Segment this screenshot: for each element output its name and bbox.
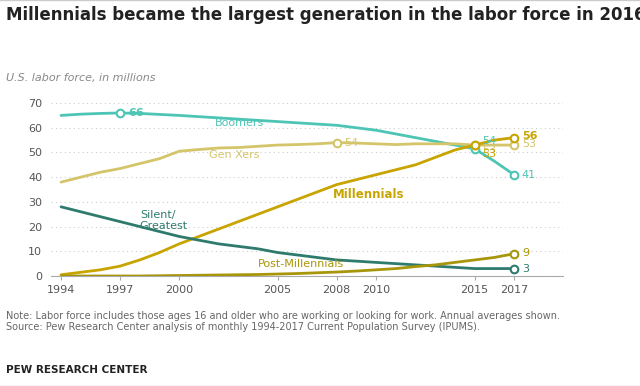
Text: 66: 66 <box>128 108 144 118</box>
Text: 9: 9 <box>522 248 529 258</box>
Text: 53: 53 <box>483 145 497 155</box>
Text: 54: 54 <box>344 137 359 147</box>
Text: 54: 54 <box>483 136 497 146</box>
Text: 56: 56 <box>522 131 538 141</box>
Text: Millennials became the largest generation in the labor force in 2016: Millennials became the largest generatio… <box>6 6 640 24</box>
Text: 3: 3 <box>522 264 529 274</box>
Text: 41: 41 <box>522 170 536 180</box>
Text: Boomers: Boomers <box>214 118 264 128</box>
Text: PEW RESEARCH CENTER: PEW RESEARCH CENTER <box>6 365 148 375</box>
Text: Millennials: Millennials <box>333 188 404 201</box>
Text: Gen Xers: Gen Xers <box>209 150 259 160</box>
Text: U.S. labor force, in millions: U.S. labor force, in millions <box>6 73 156 83</box>
Text: 53: 53 <box>483 149 497 159</box>
Text: Post-Millennials: Post-Millennials <box>258 259 344 269</box>
Text: 53: 53 <box>522 139 536 149</box>
Text: Note: Labor force includes those ages 16 and older who are working or looking fo: Note: Labor force includes those ages 16… <box>6 311 561 332</box>
Text: Silent/
Greatest: Silent/ Greatest <box>140 210 188 231</box>
